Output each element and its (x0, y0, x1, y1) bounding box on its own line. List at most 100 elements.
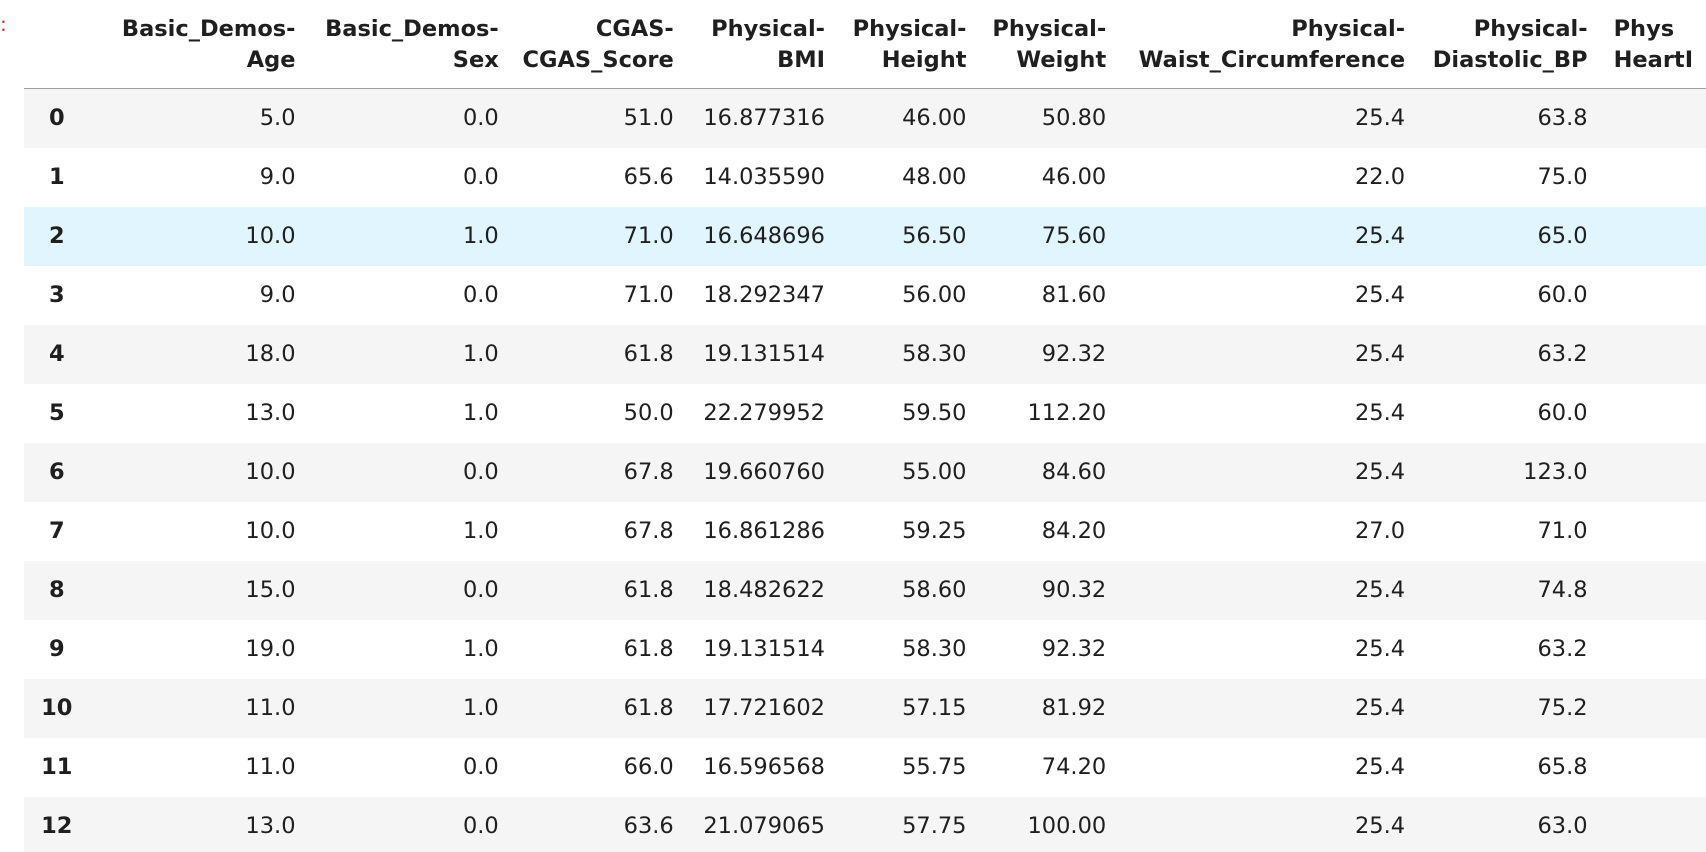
table-row[interactable]: 7 10.0 1.0 67.8 16.861286 59.25 84.20 27.0 71.0 (24, 501, 1706, 561)
table-cell: 25.4 (1354, 695, 1406, 721)
table-cell (1588, 561, 1706, 620)
header-line: Physical- (852, 15, 967, 42)
table-row[interactable]: 1 9.0 0.0 65.6 14.035590 48.00 46.00 22.0 75.0 (24, 147, 1706, 207)
table-cell: 63.0 (1537, 813, 1588, 839)
table-cell: 58.30 (902, 636, 967, 662)
row-index: 4 (48, 341, 65, 367)
table-cell: 11.0 (245, 695, 296, 721)
table-cell: 74.8 (1537, 577, 1588, 603)
table-row[interactable]: 11 11.0 0.0 66.0 16.596568 55.75 74.20 25.4 65.8 (24, 737, 1706, 797)
table-cell: 92.32 (1041, 341, 1107, 367)
table-cell (1588, 325, 1706, 384)
table-cell: 16.648696 (703, 223, 825, 249)
table-cell: 58.30 (902, 341, 967, 367)
table-cell: 25.4 (1354, 341, 1406, 367)
table-cell (1588, 207, 1706, 266)
column-header-diastolic-bp: Physical- Diastolic_BP (1405, 0, 1588, 89)
row-index: 3 (48, 282, 65, 308)
table-cell: 48.00 (902, 164, 967, 190)
table-cell: 19.660760 (703, 459, 825, 485)
dataframe-table: Basic_Demos- Age Basic_Demos- Sex CGAS- CGAS_… (24, 0, 1706, 852)
table-cell: 59.50 (902, 400, 967, 426)
table-row[interactable]: 8 15.0 0.0 61.8 18.482622 58.60 90.32 25.4 74.8 (24, 560, 1706, 620)
table-cell: 65.0 (1537, 223, 1588, 249)
table-cell: 75.0 (1537, 164, 1588, 190)
header-line: Basic_Demos- (325, 15, 499, 42)
column-header-bmi: Physical- BMI (673, 0, 825, 89)
table-cell: 1.0 (462, 223, 499, 249)
table-cell: 13.0 (245, 813, 296, 839)
table-cell: 1.0 (462, 636, 499, 662)
table-cell: 67.8 (623, 459, 674, 485)
row-index: 12 (41, 813, 73, 839)
table-cell (1588, 502, 1706, 561)
table-cell: 56.00 (902, 282, 967, 308)
table-cell: 18.292347 (703, 282, 825, 308)
row-index: 5 (48, 400, 65, 426)
table-cell: 21.079065 (703, 813, 825, 839)
table-row[interactable]: 10 11.0 1.0 61.8 17.721602 57.15 81.92 25.4 75.2 (24, 678, 1706, 738)
table-cell: 66.0 (623, 754, 674, 780)
table-cell: 84.60 (1041, 459, 1107, 485)
table-cell: 65.6 (623, 164, 674, 190)
table-row[interactable]: 3 9.0 0.0 71.0 18.292347 56.00 81.60 25.4 60.0 (24, 265, 1706, 325)
table-cell: 19.0 (245, 636, 296, 662)
table-cell: 0.0 (462, 459, 499, 485)
table-cell: 71.0 (623, 223, 674, 249)
row-index: 8 (48, 577, 65, 603)
header-line: Physical- (1473, 15, 1588, 42)
table-cell: 0.0 (462, 754, 499, 780)
table-cell (1588, 266, 1706, 325)
table-cell: 57.75 (902, 813, 967, 839)
table-cell (1588, 620, 1706, 679)
table-cell: 25.4 (1354, 400, 1406, 426)
table-cell: 19.131514 (703, 636, 825, 662)
table-row[interactable]: 12 13.0 0.0 63.6 21.079065 57.75 100.00 25.4 63.… (24, 796, 1706, 852)
table-cell: 11.0 (245, 754, 296, 780)
table-cell: 71.0 (1537, 518, 1588, 544)
header-line: Diastolic_BP (1432, 46, 1588, 73)
header-line: BMI (777, 46, 825, 73)
table-row[interactable]: 5 13.0 1.0 50.0 22.279952 59.50 112.20 25.4 60.0 (24, 383, 1706, 443)
table-row[interactable]: 6 10.0 0.0 67.8 19.660760 55.00 84.60 25.4 123.0 (24, 442, 1706, 502)
table-cell: 65.8 (1537, 754, 1588, 780)
table-cell: 112.20 (1027, 400, 1107, 426)
table-cell: 0.0 (462, 813, 499, 839)
table-row[interactable]: 9 19.0 1.0 61.8 19.131514 58.30 92.32 25.4 63.2 (24, 619, 1706, 679)
table-cell: 63.6 (623, 813, 674, 839)
header-row: Basic_Demos- Age Basic_Demos- Sex CGAS- CGAS_… (24, 0, 1706, 89)
table-cell: 46.00 (902, 105, 967, 131)
table-cell: 1.0 (462, 518, 499, 544)
header-line: Weight (1016, 46, 1107, 73)
table-cell: 25.4 (1354, 105, 1406, 131)
table-cell: 9.0 (259, 282, 296, 308)
table-row[interactable]: 2 10.0 1.0 71.0 16.648696 56.50 75.60 25.4 65.0 (24, 206, 1706, 266)
table-cell: 74.20 (1041, 754, 1107, 780)
table-cell: 61.8 (623, 636, 674, 662)
table-cell: 10.0 (245, 518, 296, 544)
header-line: Basic_Demos- (121, 15, 296, 42)
table-cell: 55.75 (902, 754, 967, 780)
table-cell: 50.0 (623, 400, 674, 426)
table-cell: 25.4 (1354, 577, 1406, 603)
dataframe-output[interactable]: Basic_Demos- Age Basic_Demos- Sex CGAS- CGAS_… (24, 0, 1706, 852)
row-index: 11 (41, 754, 73, 780)
table-cell: 61.8 (623, 577, 674, 603)
column-header-weight: Physical- Weight (966, 0, 1107, 89)
table-cell: 50.80 (1041, 105, 1107, 131)
row-index: 2 (48, 223, 65, 249)
table-cell: 51.0 (623, 105, 674, 131)
table-cell: 1.0 (462, 695, 499, 721)
row-index: 9 (48, 636, 65, 662)
table-row[interactable]: 4 18.0 1.0 61.8 19.131514 58.30 92.32 25.4 63.2 (24, 324, 1706, 384)
table-cell: 0.0 (462, 577, 499, 603)
table-cell: 123.0 (1523, 459, 1588, 485)
table-cell (1588, 88, 1706, 148)
table-cell: 84.20 (1041, 518, 1107, 544)
table-cell: 22.279952 (703, 400, 825, 426)
table-row[interactable]: 0 5.0 0.0 51.0 16.877316 46.00 50.80 25.4 63.8 (24, 88, 1706, 148)
table-cell: 58.60 (902, 577, 967, 603)
table-cell: 75.60 (1041, 223, 1107, 249)
table-cell: 25.4 (1354, 459, 1406, 485)
row-index: 1 (48, 164, 65, 190)
